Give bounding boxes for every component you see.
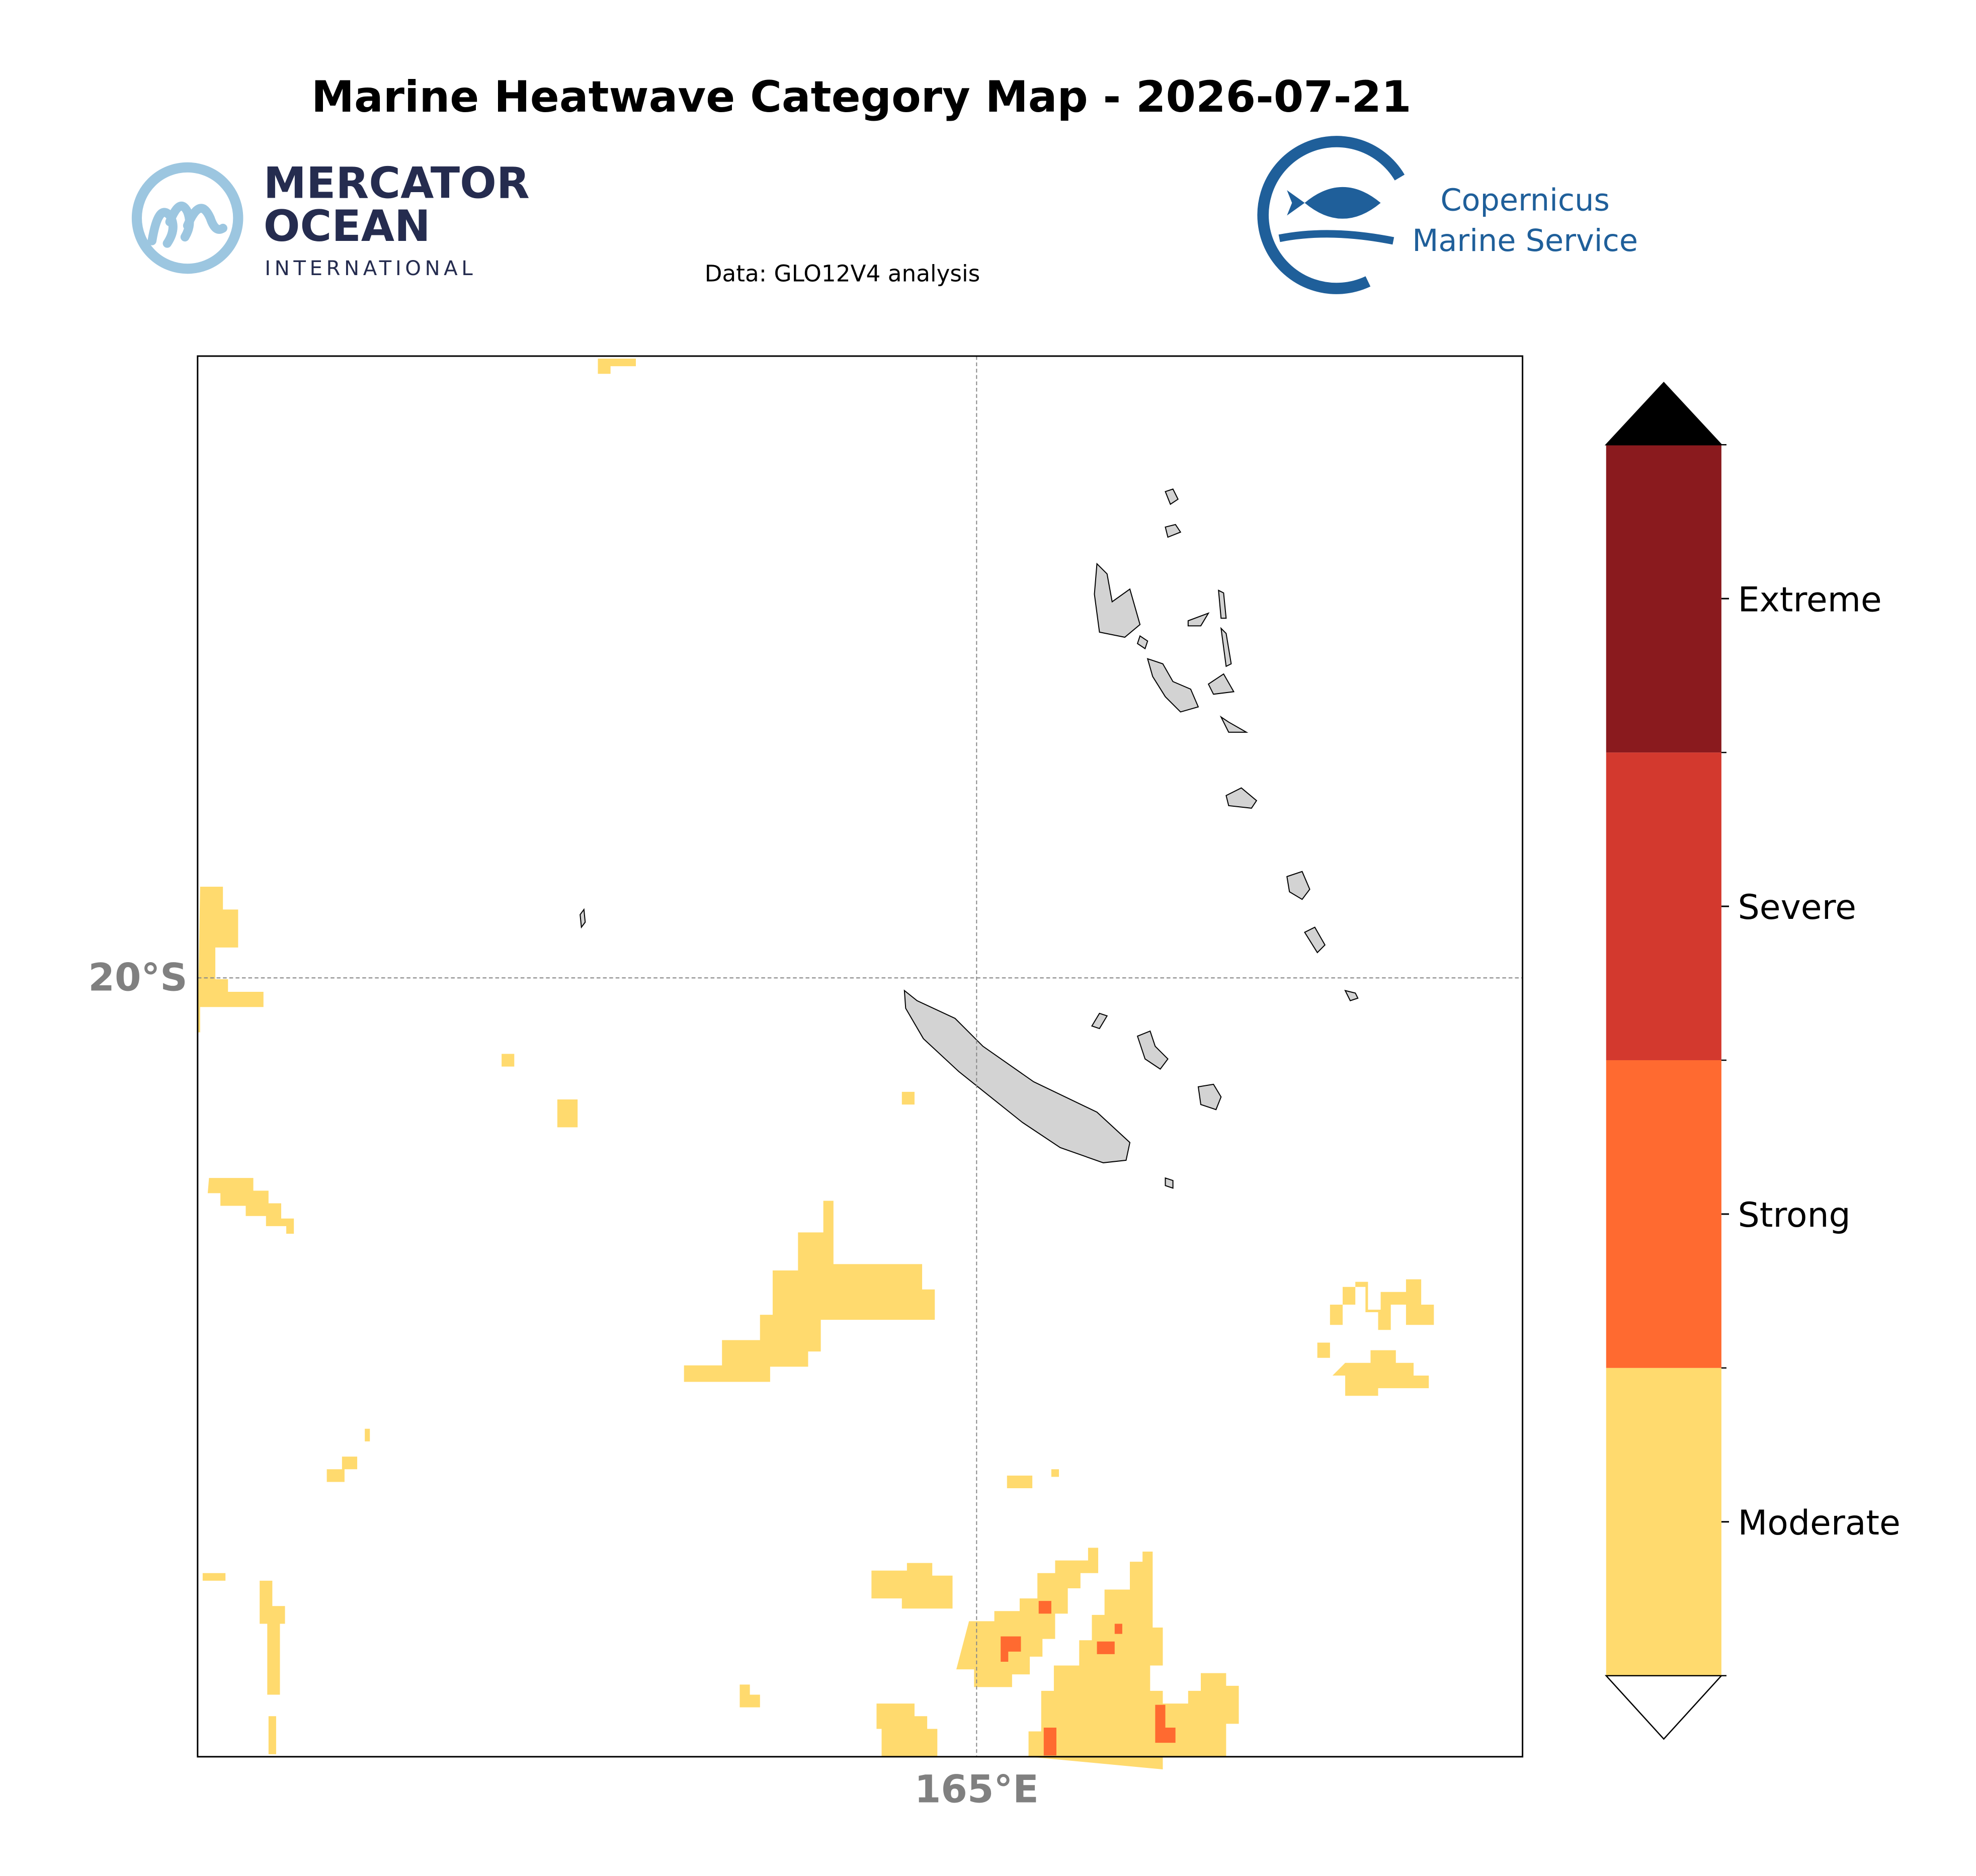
colorbar-label: Moderate [1738,1503,1901,1543]
logo-text: OCEAN [264,202,431,251]
logo-text: Marine Service [1412,223,1638,259]
island [903,989,1131,1163]
island [1094,562,1141,638]
colorbar-segment [1606,445,1721,753]
colorbar-label: Severe [1738,888,1856,927]
colorbar-segment [1606,1368,1721,1676]
patch [207,1178,294,1234]
patch [197,887,264,1033]
logo-text: Copernicus [1440,183,1610,218]
logo-wave [1278,230,1394,245]
islands [580,488,1359,1189]
patch [871,1563,953,1609]
colorbar-label: Strong [1738,1196,1851,1235]
logo-ring [131,162,243,274]
map: 20°S 165°E [88,355,1524,1812]
patch [1028,1551,1239,1770]
patch [1317,1279,1434,1358]
patch [202,1573,285,1754]
colorbar-over [1604,382,1723,446]
colorbar-segment [1606,752,1721,1060]
mercator-logo: MERCATOR OCEAN INTERNATIONAL [131,158,530,280]
patch-strong [1001,1601,1176,1756]
island [580,488,1359,1189]
patch [326,1428,370,1482]
map-frame [197,355,1524,1758]
colorbar: Moderate Strong Severe Extreme [1604,382,1901,1740]
title: Marine Heatwave Category Map - 2026-07-2… [311,72,1412,122]
colorbar-under [1604,1675,1723,1740]
patch [684,1201,935,1382]
patch [956,1548,1099,1687]
logo-fish [1287,187,1381,219]
logo-text: INTERNATIONAL [265,257,476,280]
logo-text: MERCATOR [264,158,530,208]
colorbar-label: Extreme [1738,580,1882,620]
patch [1332,1350,1429,1396]
island [1146,658,1199,713]
heatwave-patches [197,359,1434,1770]
copernicus-logo: Copernicus Marine Service [1257,136,1638,294]
lon-label: 165°E [915,1767,1039,1812]
lat-label: 20°S [88,955,187,999]
logo-m [147,201,227,248]
logo-arc [1257,136,1405,294]
colorbar-segment [1606,1060,1721,1368]
subtitle: Data: GLO12V4 analysis [705,260,980,287]
